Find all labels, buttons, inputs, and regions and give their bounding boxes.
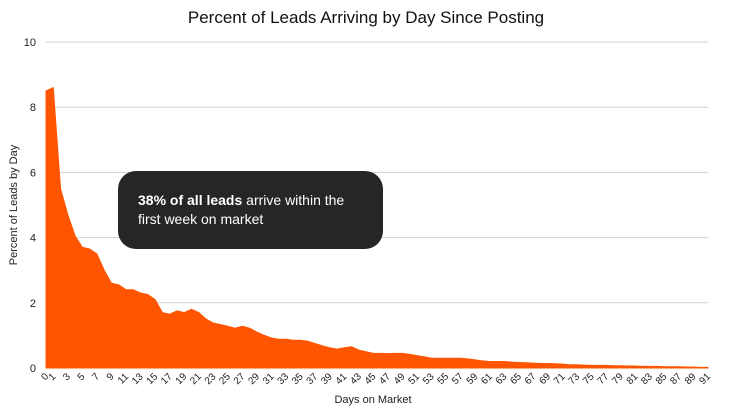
x-tick-label: 7 — [90, 371, 102, 383]
y-tick-label: 4 — [30, 233, 36, 245]
y-tick-label: 0 — [30, 363, 36, 375]
annotation-text: arrive within the first week on market — [138, 192, 345, 227]
y-tick-label: 6 — [30, 167, 36, 179]
x-tick-label: 9 — [105, 371, 117, 383]
y-tick-label: 8 — [30, 102, 36, 114]
chart-title: Percent of Leads Arriving by Day Since P… — [187, 8, 545, 27]
annotation-callout: 38% of all leads arrive within the first… — [118, 171, 383, 249]
x-tick-label: 91 — [697, 371, 713, 387]
x-axis-label: Days on Market — [334, 394, 412, 406]
y-tick-label: 10 — [24, 37, 36, 49]
area-layer — [45, 86, 709, 369]
y-tick-label: 2 — [30, 298, 36, 310]
leads-area — [45, 86, 709, 369]
annotation-bold-text: 38% of all leads — [138, 192, 243, 208]
x-tick-label: 5 — [76, 371, 88, 383]
x-tick-label: 3 — [61, 371, 73, 383]
x-tick-layer: 01 3 5 7 9 1113151719212325272931333537394143… — [39, 371, 713, 387]
y-tick-layer: 0 2 4 6 8 10 — [24, 37, 36, 375]
